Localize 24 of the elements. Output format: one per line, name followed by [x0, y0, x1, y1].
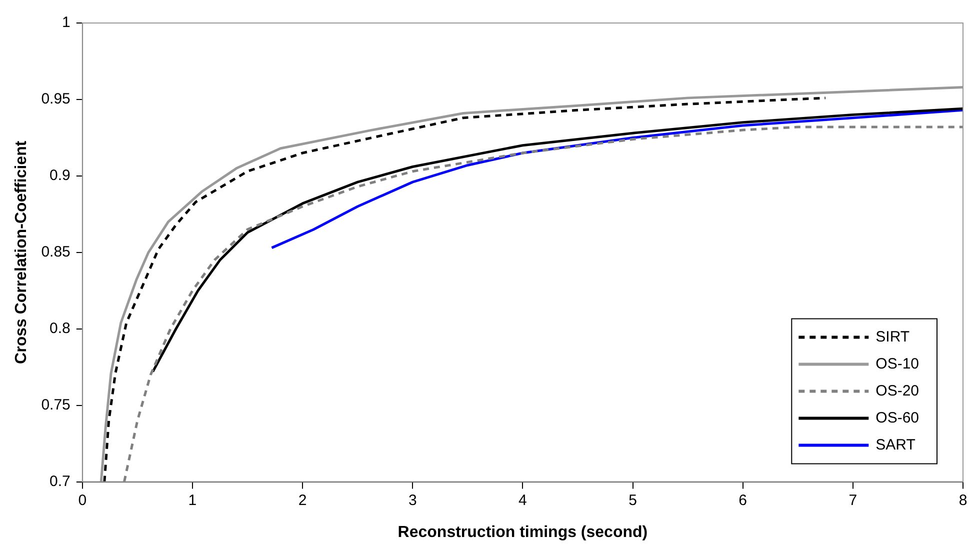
- x-axis-title: Reconstruction timings (second): [398, 524, 648, 541]
- legend-label: SART: [876, 436, 916, 454]
- x-tick-label: 5: [628, 492, 637, 509]
- y-tick-label: 0.85: [41, 244, 70, 261]
- legend-label: OS-60: [876, 409, 920, 426]
- legend-label: OS-10: [876, 355, 920, 372]
- x-tick-label: 7: [848, 492, 858, 509]
- y-tick-label: 0.9: [50, 167, 70, 184]
- y-axis-title: Cross Correlation-Coefficient: [13, 140, 30, 364]
- y-tick-label: 0.7: [50, 472, 70, 490]
- y-tick-label: 0.8: [50, 320, 70, 338]
- x-tick-label: 0: [78, 492, 87, 509]
- legend-label: SIRT: [876, 328, 910, 346]
- y-tick-label: 0.95: [41, 90, 70, 108]
- x-tick-label: 3: [408, 492, 417, 509]
- x-tick-label: 2: [298, 492, 307, 509]
- legend-label: OS-20: [876, 382, 920, 400]
- x-tick-label: 8: [958, 492, 968, 509]
- line-series: [103, 96, 827, 482]
- y-tick-label: 1: [62, 14, 70, 32]
- x-tick-label: 6: [738, 492, 748, 509]
- x-tick-label: 4: [518, 492, 527, 509]
- y-tick-label: 0.75: [41, 396, 70, 414]
- x-tick-label: 1: [188, 492, 197, 509]
